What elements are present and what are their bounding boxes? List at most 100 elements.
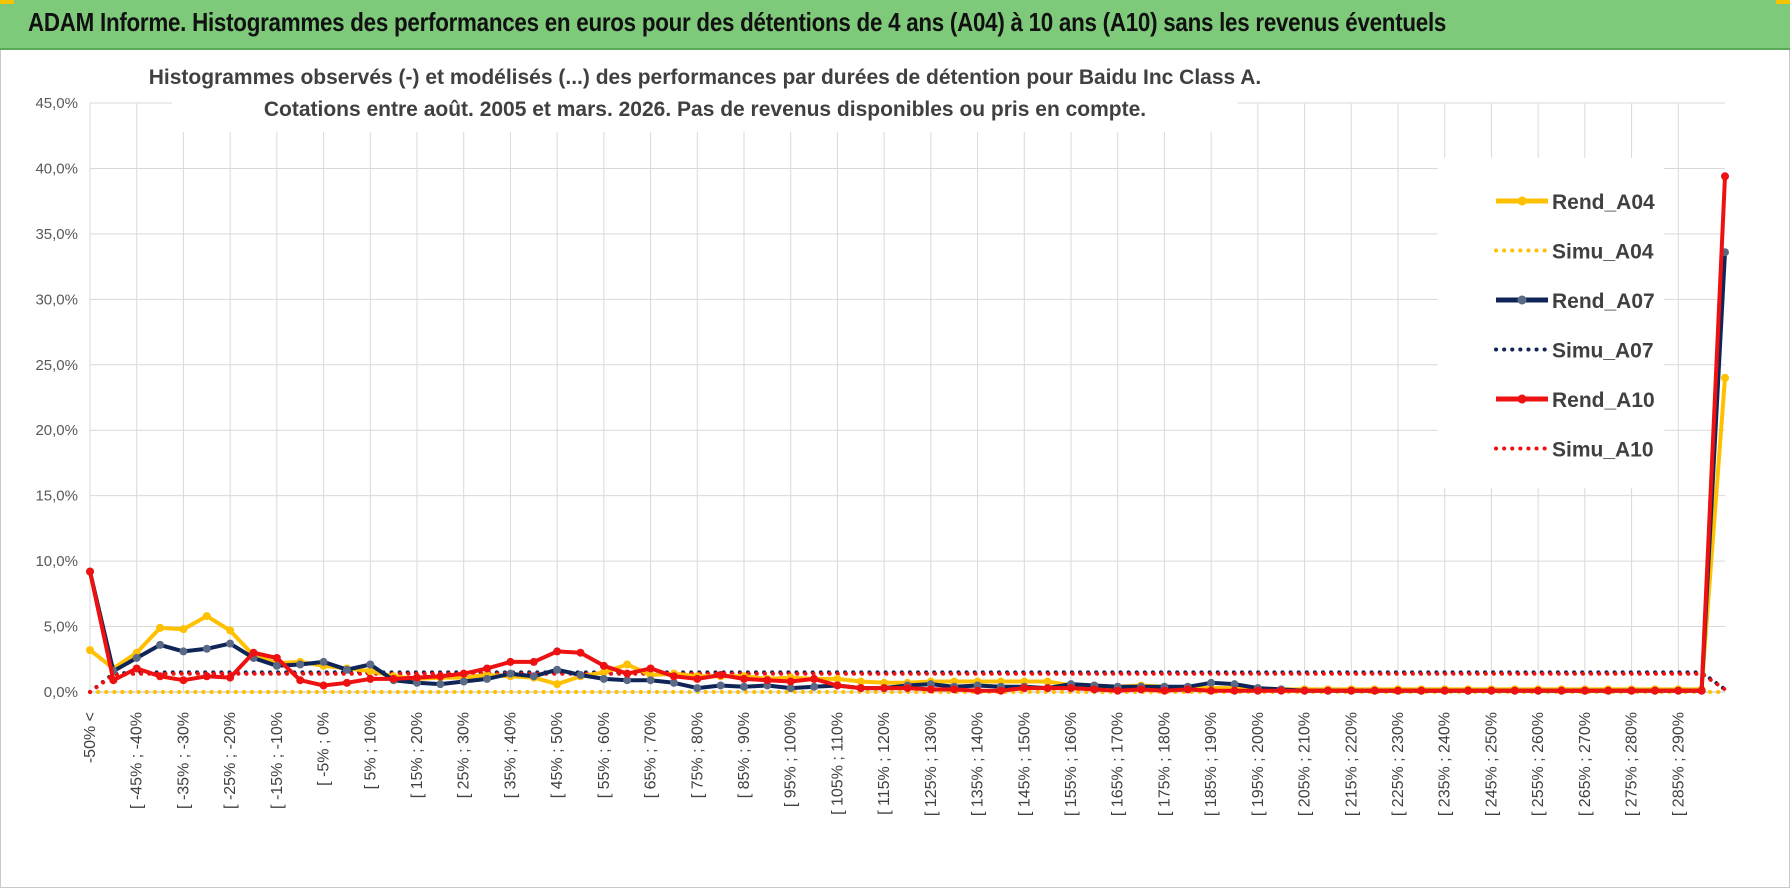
data-point — [926, 685, 935, 694]
data-point — [1230, 686, 1239, 695]
data-point — [810, 682, 819, 691]
data-point — [856, 684, 865, 693]
data-point — [436, 680, 445, 689]
data-point — [342, 678, 351, 687]
data-point — [132, 664, 141, 673]
x-tick-label: [ -25% ; -20% — [222, 712, 239, 809]
data-point — [1113, 686, 1122, 695]
x-axis-ticks: -50% < [ -45% ; -40% [ -35% ; -30% [ -25% ;… — [82, 712, 1687, 816]
data-point — [950, 685, 959, 694]
data-point — [553, 647, 562, 656]
data-point — [623, 676, 632, 685]
data-point — [693, 684, 702, 693]
data-point — [1580, 686, 1589, 695]
legend-entry-Simu_A04: Simu_A04 — [1494, 241, 1654, 264]
data-point — [296, 660, 305, 669]
x-tick-label: [ 115% ; 120% — [876, 712, 893, 815]
data-point — [1674, 686, 1683, 695]
data-point — [880, 684, 889, 693]
data-point — [86, 646, 94, 655]
data-point — [1253, 686, 1262, 695]
data-point — [599, 661, 608, 670]
y-tick-label: 10,0% — [35, 553, 78, 570]
data-point — [529, 672, 538, 681]
data-point — [156, 640, 165, 649]
data-point — [1440, 686, 1449, 695]
data-point — [436, 672, 445, 681]
y-tick-label: 25,0% — [35, 357, 78, 374]
data-point — [389, 674, 398, 683]
x-tick-label: [ 75% ; 80% — [689, 712, 706, 798]
data-point — [506, 669, 515, 678]
data-point — [1721, 172, 1729, 181]
data-point — [1534, 686, 1543, 695]
chart-title-background — [172, 58, 1238, 132]
data-point — [226, 639, 235, 648]
data-point — [366, 667, 375, 676]
data-point — [599, 674, 608, 683]
data-point — [833, 681, 842, 690]
data-point — [786, 677, 795, 686]
x-tick-label: [ 155% ; 160% — [1063, 712, 1080, 816]
histogram-chart: 0,0% 5,0% 10,0% 15,0% 20,0% 25,0% 30,0% 35,0% 40… — [35, 58, 1729, 816]
data-point — [529, 657, 538, 666]
series-Simu_A10 — [88, 671, 1727, 694]
data-point — [1020, 684, 1029, 693]
x-tick-label: [ 125% ; 130% — [923, 712, 940, 816]
data-point — [693, 674, 702, 683]
series — [86, 172, 1729, 695]
data-point — [202, 612, 211, 621]
legend-entry-Simu_A07: Simu_A07 — [1494, 340, 1654, 363]
chart-title: Histogrammes observés (-) et modélisés (… — [149, 66, 1262, 89]
data-point — [1207, 686, 1216, 695]
data-point — [553, 680, 562, 689]
data-point — [1207, 678, 1216, 687]
report-banner: ADAM Informe. Histogrammes des performan… — [0, 0, 1790, 50]
data-point — [576, 648, 585, 657]
y-tick-label: 5,0% — [44, 619, 78, 636]
data-point — [553, 665, 562, 674]
corner-mark-right — [1776, 0, 1790, 4]
legend-label: Rend_A07 — [1552, 290, 1655, 313]
x-tick-label: [ 95% ; 100% — [783, 712, 800, 807]
x-tick-label: [ 145% ; 150% — [1016, 712, 1033, 816]
data-point — [179, 647, 188, 656]
data-point — [1394, 686, 1402, 695]
x-tick-label: [ 225% ; 230% — [1390, 712, 1407, 816]
legend-label: Simu_A10 — [1552, 439, 1654, 462]
data-point — [646, 676, 655, 685]
legend-marker — [1517, 196, 1527, 206]
x-tick-label: [ 195% ; 200% — [1250, 712, 1267, 816]
data-point — [459, 669, 468, 678]
data-point — [1043, 684, 1052, 693]
data-point — [1557, 686, 1566, 695]
data-point — [1230, 680, 1239, 689]
legend-entry-Rend_A10: Rend_A10 — [1496, 389, 1655, 412]
data-point — [1137, 685, 1146, 694]
corner-mark-left — [0, 0, 14, 4]
y-tick-label: 15,0% — [35, 488, 78, 505]
data-point — [1697, 686, 1706, 695]
data-point — [576, 670, 585, 679]
x-tick-label: [ -45% ; -40% — [129, 712, 146, 809]
legend-marker — [1517, 394, 1527, 404]
x-tick-label: [ 275% ; 280% — [1624, 712, 1641, 816]
x-tick-label: [ -15% ; -10% — [269, 712, 286, 809]
data-point — [86, 567, 94, 576]
x-tick-label: [ 105% ; 110% — [829, 712, 846, 815]
data-point — [459, 677, 468, 686]
data-point — [786, 684, 795, 693]
x-tick-label: [ 285% ; 290% — [1670, 712, 1687, 816]
x-tick-label: [ 35% ; 40% — [502, 712, 519, 798]
legend: Rend_A04 Simu_A04 Rend_A07 Simu_A07 Rend_A10… — [1438, 158, 1664, 488]
y-tick-label: 30,0% — [35, 291, 78, 308]
x-tick-label: [ 245% ; 250% — [1483, 712, 1500, 816]
data-point — [1487, 686, 1496, 695]
data-point — [366, 660, 375, 669]
data-point — [716, 670, 725, 679]
data-point — [740, 682, 748, 691]
data-point — [1347, 686, 1356, 695]
data-point — [342, 665, 351, 674]
chart-title-box: Histogrammes observés (-) et modélisés (… — [149, 58, 1262, 132]
x-tick-label: [ -35% ; -30% — [175, 712, 192, 809]
